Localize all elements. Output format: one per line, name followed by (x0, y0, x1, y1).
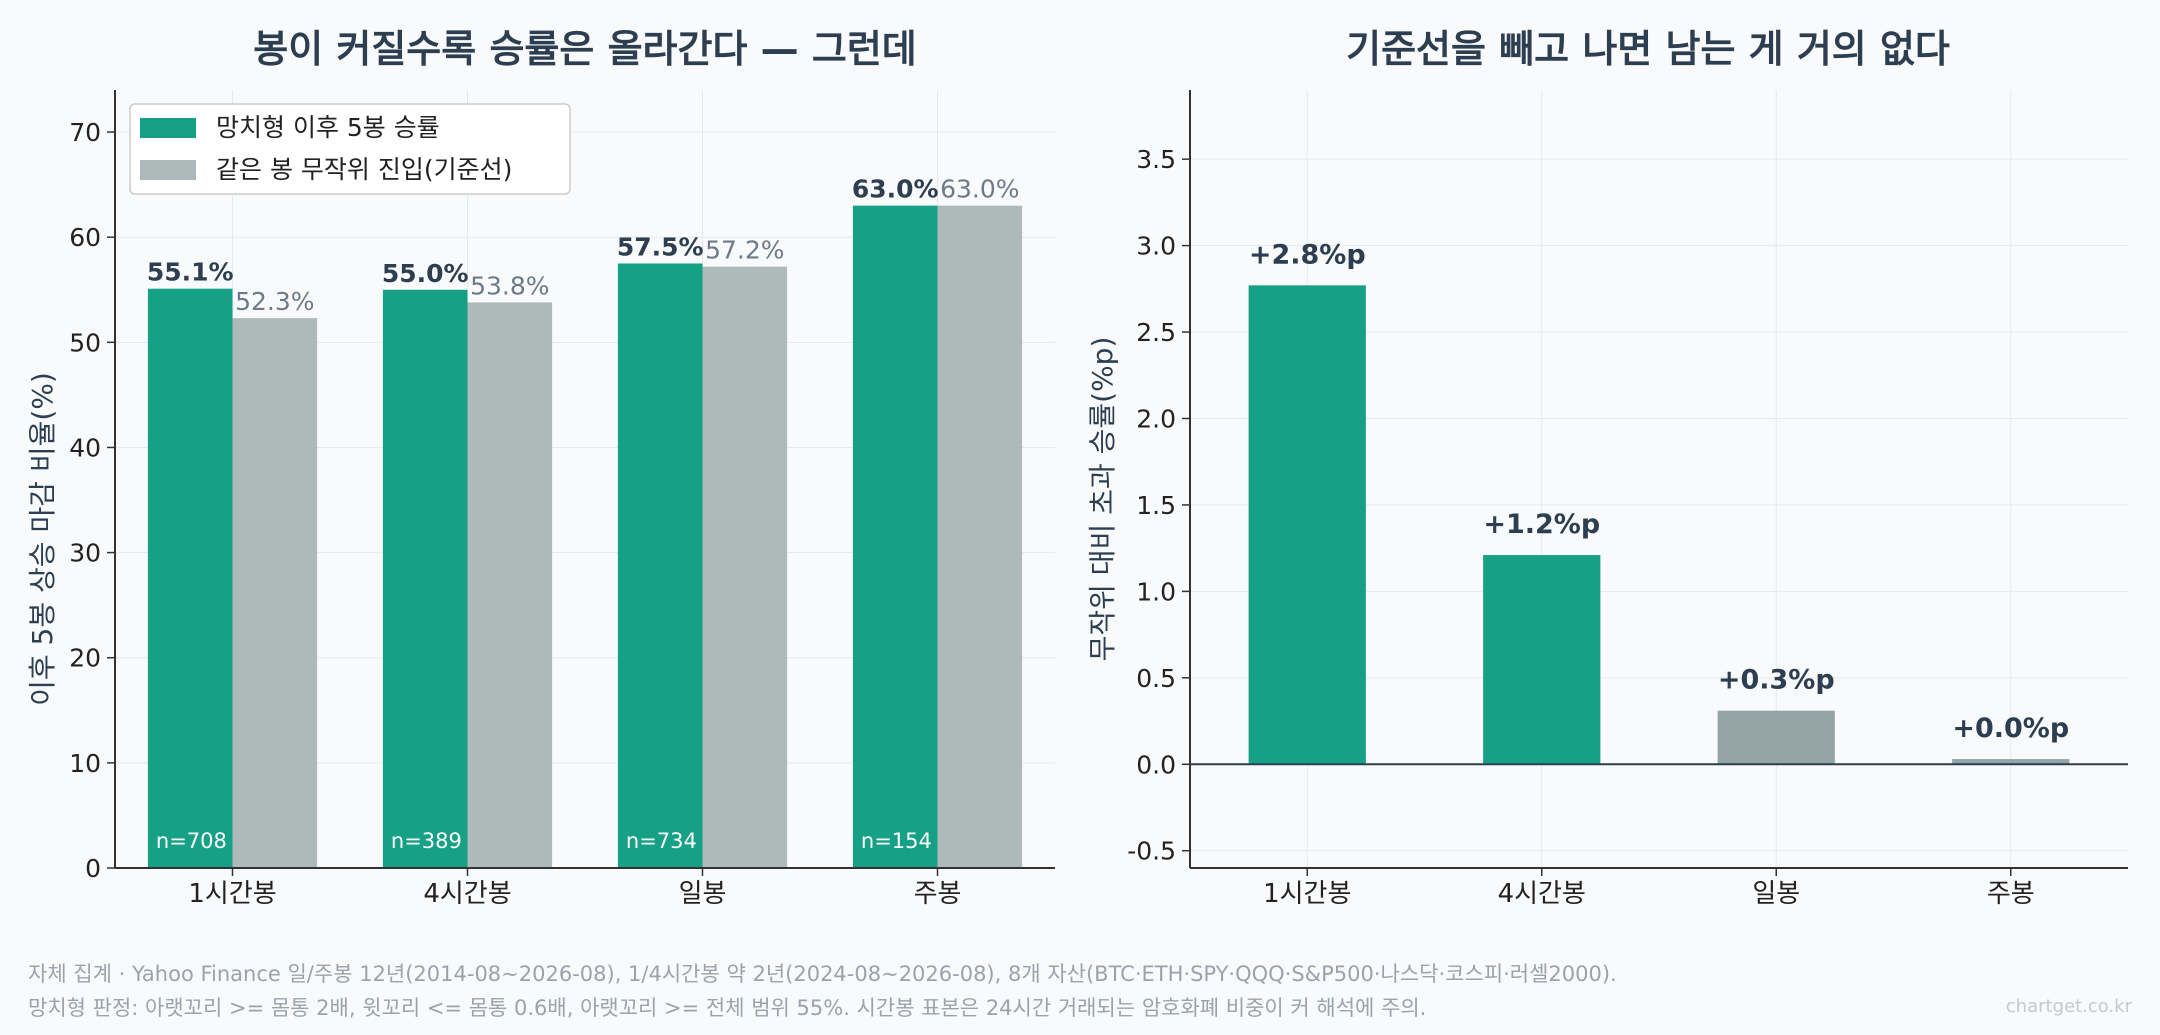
bar-hammer (617, 263, 703, 868)
bar-baseline (467, 302, 553, 868)
left-chart-title: 봉이 커질수록 승률은 올라간다 — 그런데 (253, 27, 917, 71)
right-xtick-label: 일봉 (1752, 879, 1800, 909)
excess-bar (1717, 710, 1835, 765)
right-ytick-label: 1.0 (1136, 577, 1176, 606)
left-ytick-label: 60 (69, 223, 101, 252)
sample-size-label: n=389 (391, 829, 462, 853)
left-ytick-label: 10 (69, 749, 101, 778)
bar-baseline-label: 57.2% (705, 236, 784, 265)
bar-baseline (937, 205, 1023, 868)
excess-bar (1248, 285, 1366, 765)
left-ytick-label: 50 (69, 328, 101, 357)
left-ytick-label: 40 (69, 433, 101, 462)
left-ytick-label: 70 (69, 118, 101, 147)
right-ytick-label: 2.0 (1136, 404, 1176, 433)
legend-label-baseline: 같은 봉 무작위 진입(기준선) (216, 155, 512, 184)
bar-baseline-label: 63.0% (940, 175, 1019, 204)
footer-method-note: 망치형 판정: 아랫꼬리 >= 몸통 2배, 윗꼬리 <= 몸통 0.6배, 아… (28, 996, 1427, 1020)
bar-hammer (852, 205, 938, 868)
bar-hammer (147, 288, 233, 868)
right-ytick-label: 2.5 (1136, 318, 1176, 347)
footer-source-note: 자체 집계 · Yahoo Finance 일/주봉 12년(2014-08~2… (28, 962, 1617, 986)
right-ytick-label: 1.5 (1136, 491, 1176, 520)
legend-label-hammer: 망치형 이후 5봉 승률 (216, 113, 440, 142)
bar-hammer-label: 57.5% (617, 232, 704, 261)
left-ytick-label: 30 (69, 539, 101, 568)
right-xtick-label: 주봉 (1987, 879, 2035, 909)
left-chart: 봉이 커질수록 승률은 올라간다 — 그런데 이후 5봉 상승 마감 비율(%)… (26, 27, 1055, 909)
footer-credit: chartget.co.kr (2005, 996, 2132, 1017)
excess-bar-label: +2.8%p (1249, 239, 1366, 270)
left-ytick-label: 20 (69, 644, 101, 673)
excess-bar-label: +0.3%p (1718, 665, 1835, 696)
right-chart-title: 기준선을 빼고 나면 남는 게 거의 없다 (1346, 27, 1950, 71)
left-y-axis-label: 이후 5봉 상승 마감 비율(%) (26, 372, 59, 706)
sample-size-label: n=734 (626, 829, 697, 853)
bar-baseline-label: 53.8% (470, 271, 549, 300)
excess-bar-label: +1.2%p (1483, 509, 1600, 540)
bar-hammer-label: 63.0% (852, 175, 939, 204)
right-ytick-label: 3.5 (1136, 145, 1176, 174)
right-ytick-label: 3.0 (1136, 232, 1176, 261)
legend: 망치형 이후 5봉 승률 같은 봉 무작위 진입(기준선) (129, 103, 571, 195)
legend-frame (129, 103, 571, 195)
right-ytick-label: -0.5 (1127, 837, 1176, 866)
excess-bar (1952, 759, 2070, 765)
right-ytick-label: 0.5 (1136, 664, 1176, 693)
right-xtick-label: 4시간봉 (1498, 879, 1586, 909)
sample-size-label: n=154 (861, 829, 932, 853)
bar-baseline-label: 52.3% (235, 287, 314, 316)
right-ytick-label: 0.0 (1136, 750, 1176, 779)
excess-bar (1483, 555, 1601, 765)
bar-hammer (382, 289, 468, 869)
sample-size-label: n=708 (156, 829, 227, 853)
bar-hammer-label: 55.0% (382, 259, 469, 288)
bar-hammer-label: 55.1% (147, 258, 234, 287)
left-bars: 55.1%52.3% n=708 55.0% 53.8% n=389 57.5% 57.2%… (147, 175, 1023, 869)
left-xtick-label: 4시간봉 (423, 879, 511, 909)
right-axes: -0.5 0.0 0.5 1.0 1.5 2.0 2.5 3.0 3.5 1시간봉 4시간봉 일봉 주봉 (1127, 90, 2128, 909)
left-ytick-label: 0 (85, 854, 101, 883)
right-chart: 기준선을 빼고 나면 남는 게 거의 없다 무작위 대비 초과 승률(%p) +… (1086, 27, 2128, 909)
legend-swatch-baseline (140, 160, 196, 180)
legend-swatch-hammer (140, 118, 196, 138)
left-xtick-label: 주봉 (914, 879, 962, 909)
left-xtick-label: 1시간봉 (188, 879, 276, 909)
right-bars: +2.8%p +1.2%p +0.3%p +0.0%p (1248, 239, 2070, 765)
right-xtick-label: 1시간봉 (1263, 879, 1351, 909)
bar-baseline (232, 318, 318, 868)
bar-baseline (702, 266, 788, 868)
left-axes: 0 10 20 30 40 50 60 70 1시간봉 4시간봉 일봉 주봉 (69, 90, 1055, 909)
left-xtick-label: 일봉 (679, 879, 727, 909)
right-y-axis-label: 무작위 대비 초과 승률(%p) (1086, 337, 1119, 662)
excess-bar-label: +0.0%p (1952, 713, 2069, 744)
